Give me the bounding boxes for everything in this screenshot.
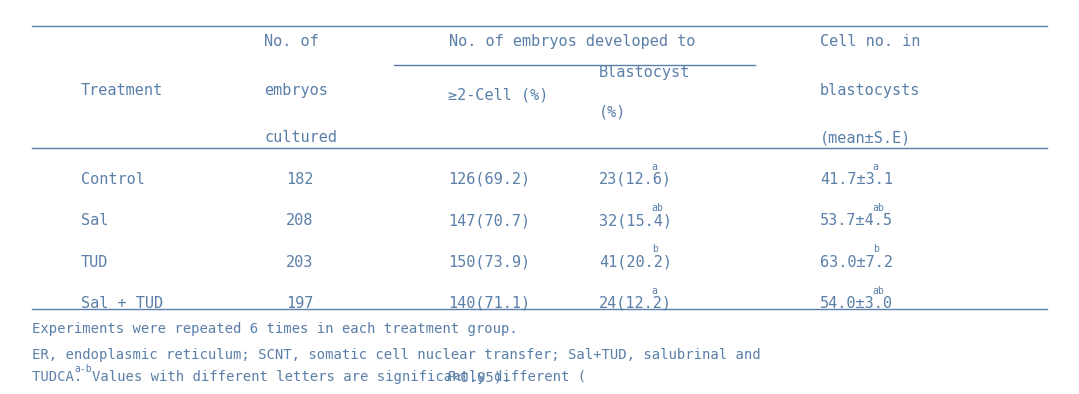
Text: a: a	[652, 162, 657, 172]
Text: P: P	[447, 370, 454, 385]
Text: 24(12.2): 24(12.2)	[599, 296, 672, 311]
Text: blastocysts: blastocysts	[820, 83, 920, 98]
Text: ER, endoplasmic reticulum; SCNT, somatic cell nuclear transfer; Sal+TUD, salubri: ER, endoplasmic reticulum; SCNT, somatic…	[32, 348, 761, 362]
Text: ≥2-Cell (%): ≥2-Cell (%)	[448, 87, 548, 102]
Text: 23(12.6): 23(12.6)	[599, 172, 672, 187]
Text: Cell no. in: Cell no. in	[820, 34, 920, 49]
Text: Values with different letters are significantly different (: Values with different letters are signif…	[93, 370, 587, 385]
Text: 32(15.4): 32(15.4)	[599, 213, 672, 228]
Text: (%): (%)	[599, 105, 626, 120]
Text: Sal + TUD: Sal + TUD	[81, 296, 163, 311]
Text: b: b	[652, 244, 657, 255]
Text: Experiments were repeated 6 times in each treatment group.: Experiments were repeated 6 times in eac…	[32, 322, 518, 336]
Text: 150(73.9): 150(73.9)	[448, 255, 530, 269]
Text: <0.05).: <0.05).	[452, 370, 511, 385]
Text: Treatment: Treatment	[81, 83, 163, 98]
Text: 208: 208	[286, 213, 313, 228]
Text: 126(69.2): 126(69.2)	[448, 172, 530, 187]
Text: TUD: TUD	[81, 255, 108, 269]
Text: cultured: cultured	[264, 130, 338, 145]
Text: 197: 197	[286, 296, 313, 311]
Text: 41.7±3.1: 41.7±3.1	[820, 172, 893, 187]
Text: a: a	[652, 286, 657, 296]
Text: (mean±S.E): (mean±S.E)	[820, 130, 912, 145]
Text: Control: Control	[81, 172, 145, 187]
Text: ab: ab	[873, 203, 885, 213]
Text: 41(20.2): 41(20.2)	[599, 255, 672, 269]
Text: 140(71.1): 140(71.1)	[448, 296, 530, 311]
Text: No. of: No. of	[264, 34, 319, 49]
Text: 54.0±3.0: 54.0±3.0	[820, 296, 893, 311]
Text: TUDCA.: TUDCA.	[32, 370, 91, 385]
Text: No. of embryos developed to: No. of embryos developed to	[449, 34, 695, 49]
Text: 203: 203	[286, 255, 313, 269]
Text: Sal: Sal	[81, 213, 108, 228]
Text: a-b: a-b	[74, 364, 92, 374]
Text: Blastocyst: Blastocyst	[599, 65, 691, 80]
Text: ab: ab	[652, 203, 664, 213]
Text: 147(70.7): 147(70.7)	[448, 213, 530, 228]
Text: 63.0±7.2: 63.0±7.2	[820, 255, 893, 269]
Text: b: b	[873, 244, 878, 255]
Text: a: a	[873, 162, 878, 172]
Text: 53.7±4.5: 53.7±4.5	[820, 213, 893, 228]
Text: 182: 182	[286, 172, 313, 187]
Text: ab: ab	[873, 286, 885, 296]
Text: embryos: embryos	[264, 83, 328, 98]
